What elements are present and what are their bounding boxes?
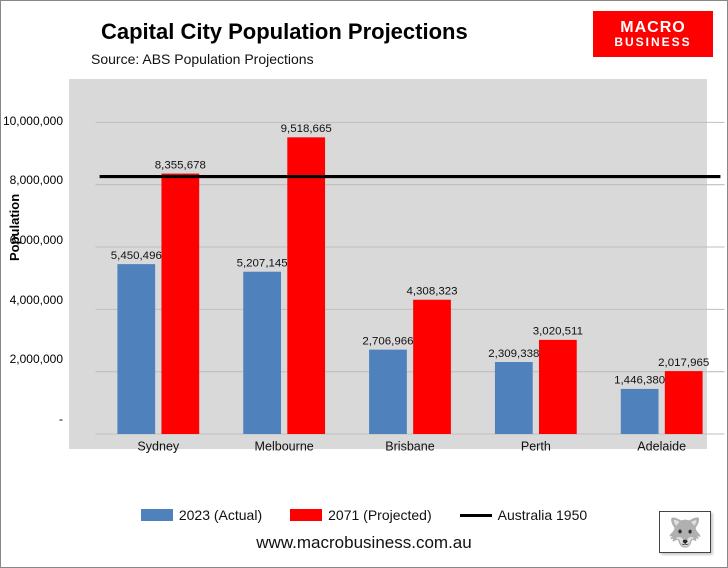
bar xyxy=(539,340,577,434)
macrobusiness-logo: MACRO BUSINESS xyxy=(593,11,713,57)
bar xyxy=(665,371,703,434)
bar-label: 8,355,678 xyxy=(155,159,206,171)
bar-label: 1,446,380 xyxy=(614,375,665,387)
x-tick-label: Melbourne xyxy=(255,440,314,454)
bar-label: 2,706,966 xyxy=(362,335,413,347)
legend-item: Australia 1950 xyxy=(460,507,588,523)
y-tick-label: 4,000,000 xyxy=(10,293,63,307)
bar-label: 3,020,511 xyxy=(533,326,583,338)
x-tick-label: Sydney xyxy=(137,440,180,454)
source-text: Source: ABS Population Projections xyxy=(91,51,314,67)
bar-label: 5,207,145 xyxy=(237,257,288,269)
legend-item: 2023 (Actual) xyxy=(141,507,262,523)
legend-swatch xyxy=(141,509,173,521)
chart-svg: 5,450,496 8,355,678 Sydney 5,207,145 9,518,6… xyxy=(91,87,728,457)
bar-label: 4,308,323 xyxy=(406,286,457,298)
legend-label: 2023 (Actual) xyxy=(179,507,262,523)
bar xyxy=(117,264,155,434)
y-tick-label: 6,000,000 xyxy=(10,233,63,247)
y-tick-label: 8,000,000 xyxy=(10,173,63,187)
source-url: www.macrobusiness.com.au xyxy=(1,533,727,553)
bar-label: 2,017,965 xyxy=(658,357,709,369)
bar xyxy=(369,350,407,434)
x-tick-label: Perth xyxy=(521,440,551,454)
y-tick-label: - xyxy=(59,412,63,426)
legend-swatch xyxy=(290,509,322,521)
y-tick-label: 2,000,000 xyxy=(10,352,63,366)
legend-swatch xyxy=(460,514,492,517)
bar-label: 2,309,338 xyxy=(488,348,539,360)
x-tick-label: Brisbane xyxy=(385,440,434,454)
wolf-icon: 🐺 xyxy=(659,511,711,553)
legend-label: 2071 (Projected) xyxy=(328,507,432,523)
bar xyxy=(413,300,451,434)
legend: 2023 (Actual) 2071 (Projected) Australia 1… xyxy=(1,507,727,523)
logo-line2: BUSINESS xyxy=(614,36,691,49)
bar xyxy=(495,362,533,434)
y-tick-label: 10,000,000 xyxy=(3,114,63,128)
logo-line1: MACRO xyxy=(620,19,685,37)
bar xyxy=(287,137,325,434)
page-title: Capital City Population Projections xyxy=(101,19,468,45)
legend-label: Australia 1950 xyxy=(498,507,588,523)
bar-label: 5,450,496 xyxy=(111,250,162,262)
bar xyxy=(161,174,199,434)
x-tick-label: Adelaide xyxy=(637,440,686,454)
bar-label: 9,518,665 xyxy=(281,123,332,135)
legend-item: 2071 (Projected) xyxy=(290,507,432,523)
chart-container: Capital City Population Projections Sour… xyxy=(0,0,728,568)
bar xyxy=(621,389,659,434)
y-axis-label: Population xyxy=(7,194,22,261)
plot-area: 5,450,4968,355,678Sydney5,207,1459,518,6… xyxy=(69,79,707,449)
bar xyxy=(243,272,281,434)
